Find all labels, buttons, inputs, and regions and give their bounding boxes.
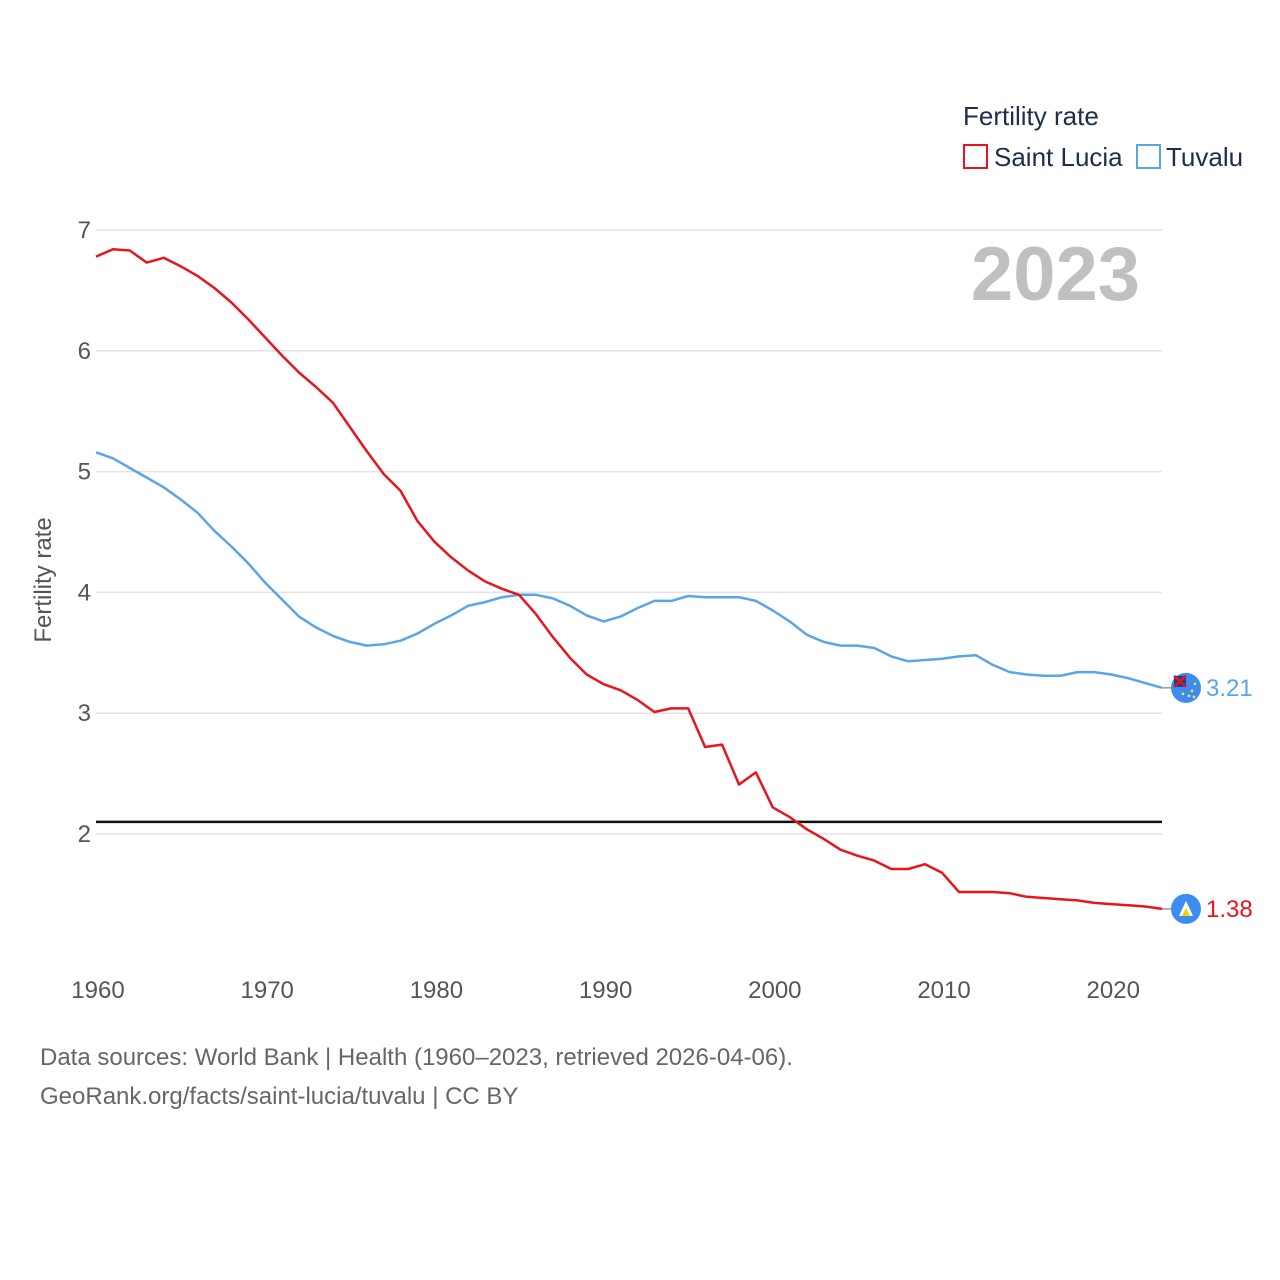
series-lines bbox=[95, 248, 1163, 911]
flag-star-1 bbox=[1193, 682, 1197, 686]
flag-star-2 bbox=[1187, 694, 1191, 698]
end-value-tuvalu: 3.21 bbox=[1206, 675, 1253, 702]
series-line-saint-lucia[interactable] bbox=[95, 248, 1163, 911]
y-tick-7: 7 bbox=[78, 217, 91, 244]
x-tick-1970: 1970 bbox=[241, 977, 294, 1004]
legend-label-saint-lucia[interactable]: Saint Lucia bbox=[994, 142, 1123, 172]
legend-swatch-saint-lucia[interactable] bbox=[963, 144, 988, 169]
year-label: 2023 bbox=[971, 232, 1140, 317]
footer-link[interactable]: GeoRank.org/facts/saint-lucia/tuvalu | C… bbox=[40, 1083, 519, 1110]
flag-cross-tuvalu bbox=[1173, 674, 1187, 688]
end-markers: 1.38 3.21 bbox=[1162, 672, 1253, 924]
y-tick-labels: 2 3 4 5 6 7 bbox=[78, 217, 91, 848]
footer-source: Data sources: World Bank | Health (1960–… bbox=[40, 1044, 793, 1071]
y-tick-5: 5 bbox=[78, 459, 91, 486]
flag-marker-tuvalu bbox=[1171, 672, 1201, 703]
y-tick-4: 4 bbox=[78, 579, 91, 606]
x-tick-2010: 2010 bbox=[917, 977, 970, 1004]
y-tick-3: 3 bbox=[78, 700, 91, 727]
flag-star-4 bbox=[1192, 695, 1196, 699]
x-tick-1960: 1960 bbox=[71, 977, 124, 1004]
x-tick-labels: 1960 1970 1980 1990 2000 2010 2020 bbox=[71, 977, 1140, 1004]
flag-star-3 bbox=[1181, 692, 1185, 696]
flag-emblem-inner bbox=[1182, 907, 1190, 916]
y-tick-6: 6 bbox=[78, 338, 91, 365]
x-tick-1980: 1980 bbox=[410, 977, 463, 1004]
fertility-rate-chart: Fertility rate Saint Lucia Tuvalu 2023 F… bbox=[30, 101, 1253, 1004]
end-value-saint-lucia: 1.38 bbox=[1206, 896, 1253, 923]
series-line-tuvalu[interactable] bbox=[95, 451, 1163, 690]
legend-label-tuvalu[interactable]: Tuvalu bbox=[1166, 142, 1243, 172]
x-tick-2020: 2020 bbox=[1087, 977, 1140, 1004]
legend-title: Fertility rate bbox=[963, 101, 1099, 131]
x-tick-1990: 1990 bbox=[579, 977, 632, 1004]
flag-star-0 bbox=[1190, 689, 1194, 693]
grid-lines bbox=[96, 229, 1162, 835]
flag-marker-saint-lucia bbox=[1171, 893, 1201, 924]
x-tick-2000: 2000 bbox=[748, 977, 801, 1004]
y-tick-2: 2 bbox=[78, 821, 91, 848]
y-axis-label: Fertility rate bbox=[30, 517, 57, 642]
legend-swatch-tuvalu[interactable] bbox=[1136, 144, 1161, 169]
